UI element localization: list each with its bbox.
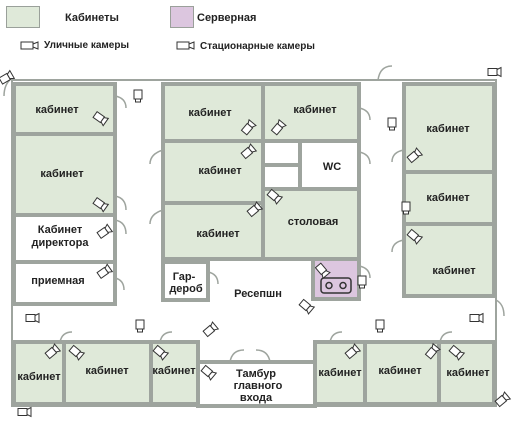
office-room [12,82,117,136]
server-rack-knob [325,281,333,290]
fixed-camera-icon [401,201,411,215]
legend-fixed-cameras-label: Стационарные камеры [200,41,315,52]
room-label: кабинет [293,104,337,116]
room-label: WC [323,161,341,173]
room-label: входа [240,392,273,404]
legend-offices-swatch [6,6,40,28]
street-camera-icon [25,313,40,323]
room-label: кабинет [40,168,84,180]
room-label: Кабинет [38,224,83,236]
room-label: Тамбур [236,368,276,380]
room-label: кабинет [152,365,196,377]
street-camera-icon [469,313,484,323]
room-label: кабинет [188,107,232,119]
room-label: кабинет [426,123,470,135]
wardrobe-room [161,260,210,302]
office-room [402,82,496,174]
server-rack-knob [339,281,347,290]
room-label: кабинет [198,165,242,177]
room-label: Ресепшн [234,288,282,300]
room-label: кабинет [426,192,470,204]
office-room [437,340,496,406]
legend-server-label: Серверная [197,12,257,24]
door-swings [3,65,505,363]
legend-offices-label: Кабинеты [65,12,119,24]
server-rack [320,277,352,294]
room-label: кабинет [196,228,240,240]
room-label: кабинет [446,367,490,379]
room-label: Гар- [173,271,196,283]
room-label: кабинет [378,365,422,377]
room-label: кабинет [318,367,362,379]
room-label: кабинет [432,265,476,277]
room-label: столовая [288,216,339,228]
fixed-camera-icon [375,319,385,333]
room-label: кабинет [17,371,61,383]
room-label: директора [32,237,90,249]
fixed-camera-legend-icon [176,41,195,50]
director-office [12,213,117,264]
reception-room [12,260,117,306]
room-label: дероб [169,283,203,295]
room-label: кабинет [85,365,129,377]
fixed-camera-icon [387,117,397,131]
street-camera-icon [487,67,502,77]
room-label: приемная [31,275,84,287]
fixed-camera-icon [357,275,367,289]
office-room [402,170,496,226]
fixed-camera-icon [133,89,143,103]
room-label: кабинет [35,104,79,116]
legend-server-swatch [170,6,194,28]
fixed-camera-icon [135,319,145,333]
room-label: главного [234,380,283,392]
legend-street-cameras-label: Уличные камеры [44,40,129,51]
street-camera-icon [17,407,32,417]
street-camera-legend-icon [20,41,39,50]
